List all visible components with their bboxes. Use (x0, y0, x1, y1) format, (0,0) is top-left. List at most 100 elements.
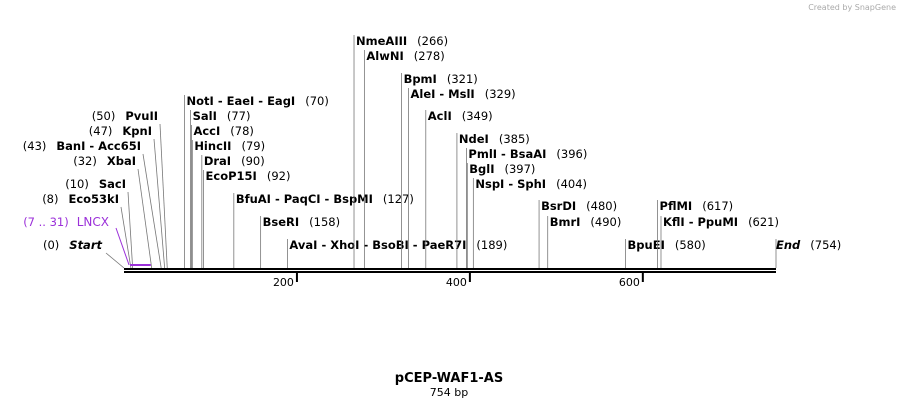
site-name: XbaI (107, 154, 136, 168)
site-position: (79) (241, 139, 265, 153)
site-name: NspI - SphI (475, 177, 546, 191)
site-position: (404) (556, 177, 587, 191)
site-name: NdeI (459, 132, 489, 146)
site-name: AccI (193, 124, 220, 138)
site-position: (77) (227, 109, 251, 123)
enzyme-label: HincII (79) (194, 139, 265, 153)
enzyme-label: (10) SacI (65, 177, 126, 191)
site-position: (43) (23, 139, 47, 153)
site-name: BmrI (550, 215, 581, 229)
site-position: (8) (42, 192, 58, 206)
site-position: (78) (230, 124, 254, 138)
enzyme-label: (50) PvuII (92, 109, 158, 123)
site-name: Start (69, 238, 102, 252)
site-position: (278) (414, 49, 445, 63)
site-name: SalI (193, 109, 217, 123)
site-position: (621) (748, 215, 779, 229)
site-position: (47) (89, 124, 113, 138)
site-name: Eco53kI (68, 192, 119, 206)
site-position: (321) (447, 72, 478, 86)
cut-site-line (120, 206, 132, 269)
feature-bar (130, 264, 151, 266)
ruler-tick-label: 600 (619, 276, 640, 289)
site-name: HincII (194, 139, 231, 153)
map-title: pCEP-WAF1-AS (395, 371, 503, 386)
site-position: (92) (267, 169, 291, 183)
site-name: BanI - Acc65I (56, 139, 141, 153)
start-line (105, 252, 125, 269)
enzyme-label: AlwNI (278) (366, 49, 444, 63)
site-position: (396) (556, 147, 587, 161)
feature-name: LNCX (77, 215, 109, 229)
site-name: KflI - PpuMI (663, 215, 738, 229)
enzyme-label: BseRI (158) (263, 215, 340, 229)
site-position: (349) (462, 109, 493, 123)
enzyme-label: BmrI (490) (550, 215, 622, 229)
site-position: (50) (92, 109, 116, 123)
site-name: AvaI - XhoI - BsoBI - PaeR7I (289, 238, 466, 252)
site-name: SacI (99, 177, 126, 191)
site-name: End (776, 238, 801, 252)
cut-site-line (137, 168, 153, 269)
site-position: (480) (586, 199, 617, 213)
enzyme-label: BpuEI (580) (628, 238, 706, 252)
site-name: PmlI - BsaAI (468, 147, 546, 161)
enzyme-label: (47) KpnI (89, 124, 152, 138)
ruler-tick-label: 400 (446, 276, 467, 289)
enzyme-label: NdeI (385) (459, 132, 530, 146)
site-name: NmeAIII (356, 34, 407, 48)
enzyme-label: BsrDI (480) (541, 199, 617, 213)
site-position: (127) (383, 192, 414, 206)
site-position: (189) (476, 238, 507, 252)
site-name: KpnI (122, 124, 152, 138)
site-position: (90) (241, 154, 265, 168)
site-name: BsrDI (541, 199, 576, 213)
enzyme-label: PmlI - BsaAI (396) (468, 147, 587, 161)
watermark: Created by SnapGene (808, 3, 896, 12)
enzyme-label: NotI - EaeI - EagI (70) (187, 94, 329, 108)
feature-pointer (115, 227, 130, 266)
enzyme-label: BpmI (321) (404, 72, 478, 86)
enzyme-label: AleI - MslI (329) (410, 87, 515, 101)
cut-site-line (127, 191, 134, 269)
ruler-gap (124, 270, 776, 271)
feature-label: (7 .. 31) LNCX (23, 215, 109, 229)
site-name: AclI (428, 109, 452, 123)
site-name: EcoP15I (206, 169, 257, 183)
site-name: BfuAI - PaqCI - BspMI (236, 192, 373, 206)
enzyme-label: (43) BanI - Acc65I (23, 139, 141, 153)
feature-range: (7 .. 31) (23, 215, 69, 229)
site-name: BglI (469, 162, 494, 176)
site-name: BseRI (263, 215, 300, 229)
enzyme-label: End (754) (776, 238, 841, 252)
site-position: (10) (65, 177, 89, 191)
enzyme-label: BfuAI - PaqCI - BspMI (127) (236, 192, 414, 206)
site-position: (329) (485, 87, 516, 101)
site-position: (754) (810, 238, 841, 252)
cut-site-line (153, 138, 166, 269)
cut-site-line (142, 153, 162, 269)
site-position: (617) (702, 199, 733, 213)
site-position: (70) (305, 94, 329, 108)
enzyme-label: AclI (349) (428, 109, 493, 123)
site-position: (397) (505, 162, 536, 176)
enzyme-label: BglI (397) (469, 162, 535, 176)
site-position: (385) (499, 132, 530, 146)
site-name: PflMI (660, 199, 693, 213)
enzyme-label: AvaI - XhoI - BsoBI - PaeR7I (189) (289, 238, 507, 252)
enzyme-label: EcoP15I (92) (206, 169, 291, 183)
enzyme-label: AccI (78) (193, 124, 253, 138)
enzyme-label: SalI (77) (193, 109, 251, 123)
enzyme-label: KflI - PpuMI (621) (663, 215, 779, 229)
enzyme-label: (32) XbaI (73, 154, 136, 168)
enzyme-label: NmeAIII (266) (356, 34, 448, 48)
site-position: (0) (43, 238, 59, 252)
enzyme-label: (8) Eco53kI (42, 192, 119, 206)
site-name: PvuII (125, 109, 158, 123)
site-name: AleI - MslI (410, 87, 474, 101)
cut-site-line (159, 123, 168, 269)
site-position: (158) (309, 215, 340, 229)
site-position: (266) (417, 34, 448, 48)
site-position: (490) (590, 215, 621, 229)
